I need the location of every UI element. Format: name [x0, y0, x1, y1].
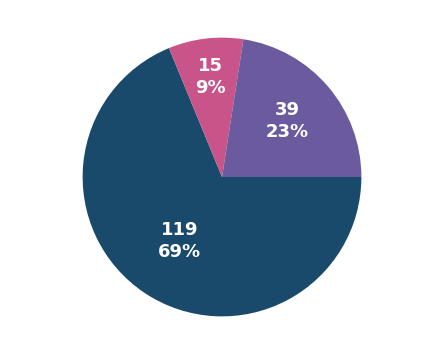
Text: 119
69%: 119 69% [158, 221, 201, 261]
Text: 15
9%: 15 9% [195, 57, 226, 97]
Wedge shape [83, 48, 361, 316]
Text: 39
23%: 39 23% [266, 101, 309, 141]
Wedge shape [222, 39, 361, 177]
Wedge shape [169, 38, 243, 177]
